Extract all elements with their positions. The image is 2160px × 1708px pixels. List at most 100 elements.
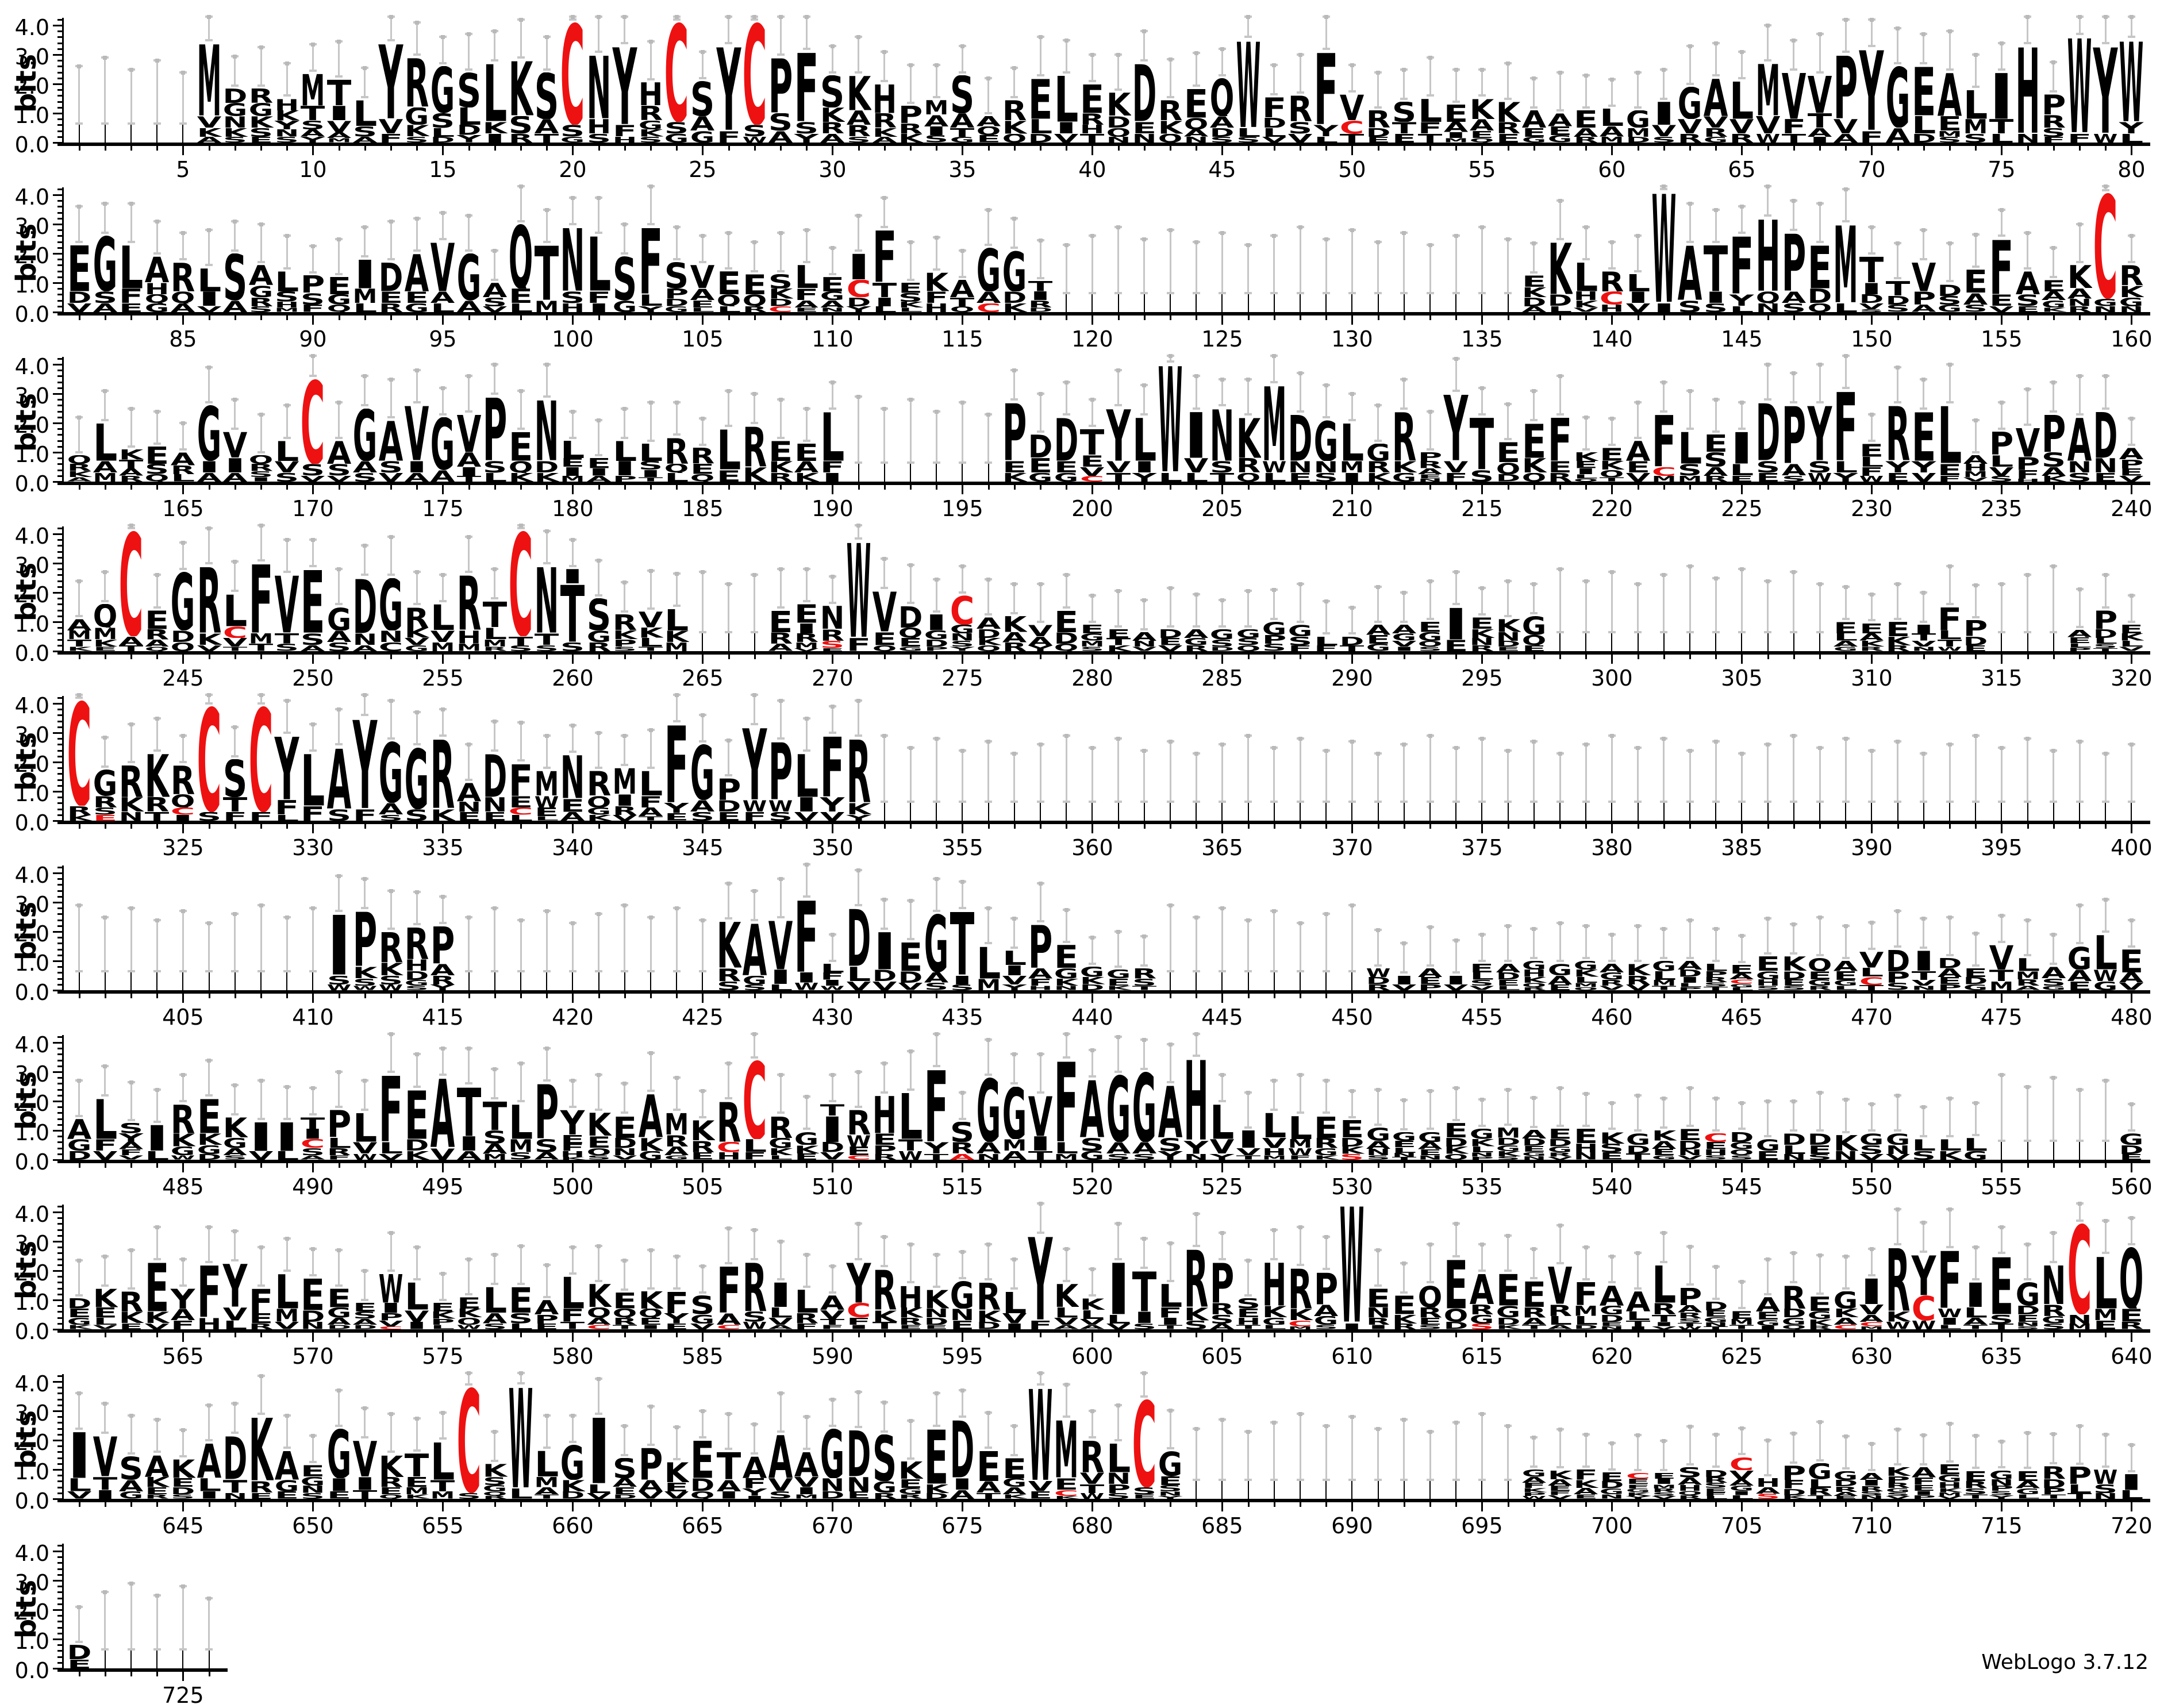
logo-letter-V-81: V: [67, 303, 92, 312]
error-bar: [468, 917, 470, 971]
logo-letter-N-179: N: [534, 399, 559, 461]
error-bar: [805, 718, 808, 751]
error-bar-marker: [1220, 377, 1224, 382]
x-tick-minor: [494, 994, 496, 998]
x-tick-minor: [1429, 146, 1431, 151]
error-bar: [2000, 209, 2003, 236]
x-tick-minor: [286, 316, 289, 320]
logo-letter-G-509: G: [794, 1132, 819, 1145]
logo-letter-V-472: V: [1911, 980, 1936, 986]
logo-letter-L-80: L: [2119, 134, 2144, 143]
error-bar: [364, 227, 366, 257]
logo-letter-V-67: V: [1781, 72, 1807, 120]
logo-letter-Q-91: Q: [326, 305, 352, 312]
error-bar: [260, 1080, 262, 1119]
logo-letter-E-180: E: [560, 458, 585, 467]
x-tick-label: 150: [1843, 328, 1900, 350]
logo-letter-R-311: R: [1885, 645, 1911, 651]
y-tick-minor: [57, 475, 62, 477]
logo-letter-A-565: A: [170, 1309, 195, 1320]
x-tick-minor: [1507, 146, 1509, 151]
error-bar: [1351, 230, 1353, 293]
error-bar-marker: [1766, 743, 1770, 747]
logo-letter-D-283: D: [1158, 629, 1183, 638]
error-bar-cap-bottom: [335, 1284, 343, 1287]
error-bar: [2000, 915, 2003, 942]
logo-letter-S-270: S: [820, 641, 845, 648]
logo-letter-E-314: E: [1963, 645, 1988, 651]
error-bar-marker: [1662, 380, 1666, 384]
logo-letter-R-323: R: [118, 765, 144, 797]
logo-letter-R-582: R: [612, 1318, 637, 1325]
error-bar: [1689, 750, 1691, 802]
error-bar: [598, 733, 600, 768]
logo-letter-M-255: M: [430, 643, 455, 651]
logo-letter-L-580: L: [560, 1276, 585, 1309]
rare-letters-stem: [1741, 631, 1743, 651]
x-tick-minor: [104, 1163, 106, 1168]
logo-letter-G-58: G: [1547, 135, 1573, 143]
x-tick-minor: [2079, 824, 2081, 829]
logo-letter-D-319: D: [2093, 629, 2118, 638]
logo-letter-E-244: E: [144, 610, 170, 629]
error-bar-marker: [1246, 377, 1251, 382]
error-bar-marker: [1869, 921, 1874, 925]
error-bar-cap-bottom: [1894, 945, 1902, 948]
error-bar: [441, 1048, 444, 1075]
error-bar-marker: [1584, 924, 1588, 928]
error-bar-marker: [518, 918, 523, 922]
logo-letter-D-15: D: [430, 137, 455, 143]
error-bar-marker: [467, 915, 471, 920]
x-tick-minor: [754, 316, 756, 320]
error-bar: [1455, 236, 1457, 293]
y-axis-title: bits: [10, 388, 43, 457]
logo-letter-V-68: V: [1807, 75, 1832, 113]
logo-letter-M-73: M: [1937, 131, 1962, 137]
error-bar: [1923, 593, 1925, 622]
error-bar: [494, 1254, 496, 1284]
y-tick-label: 2.0: [13, 414, 49, 436]
y-tick-minor: [57, 124, 62, 126]
x-tick-minor: [728, 1163, 730, 1168]
logo-letter-S-28: S: [768, 113, 793, 131]
error-bar-cap-bottom: [1296, 970, 1304, 972]
x-tick-minor: [1170, 1333, 1171, 1337]
x-tick-minor: [2105, 655, 2107, 659]
error-bar-cap-bottom: [595, 594, 603, 597]
logo-letter-S-100: S: [560, 291, 585, 303]
logo-letter-S-251: S: [326, 643, 352, 651]
error-bar-marker: [908, 899, 913, 903]
logo-letter-L-138: L: [1547, 306, 1573, 312]
error-bar-cap-bottom: [881, 79, 889, 82]
error-bar-marker: [1662, 1096, 1666, 1101]
error-bar: [441, 212, 444, 239]
error-bar: [858, 1072, 860, 1107]
error-bar-cap-bottom: [335, 75, 343, 78]
logo-letter-L-313: L: [1937, 630, 1962, 639]
error-bar-cap-bottom: [127, 761, 135, 763]
error-bar: [441, 387, 444, 414]
x-tick-minor: [1455, 146, 1458, 151]
error-bar-marker: [414, 20, 419, 25]
logo-letter-P-471: P: [1885, 971, 1911, 983]
error-bar-cap-bottom: [439, 921, 447, 924]
logo-letter-W-348: W: [768, 800, 793, 811]
logo-letter-I-490: I: [300, 1129, 325, 1139]
logo-letter-R-277: R: [1002, 643, 1027, 651]
x-tick-minor: [1975, 824, 1977, 829]
error-bar-cap-bottom: [1374, 291, 1382, 294]
logo-letter-E-55: E: [1469, 131, 1494, 139]
error-bar-marker: [103, 1254, 107, 1259]
logo-letter-V-167: V: [222, 432, 248, 458]
error-bar-marker: [77, 903, 82, 908]
error-bar: [468, 744, 470, 780]
logo-letter-H-506: H: [716, 1152, 741, 1160]
x-tick-minor: [338, 824, 340, 829]
error-bar-marker: [1532, 388, 1536, 393]
x-tick-minor: [1897, 485, 1899, 490]
x-tick-major: [1091, 994, 1094, 1003]
x-tick-minor: [1117, 146, 1120, 151]
x-tick-minor: [156, 655, 159, 659]
error-bar: [1169, 230, 1171, 293]
x-tick-minor: [390, 1163, 392, 1168]
